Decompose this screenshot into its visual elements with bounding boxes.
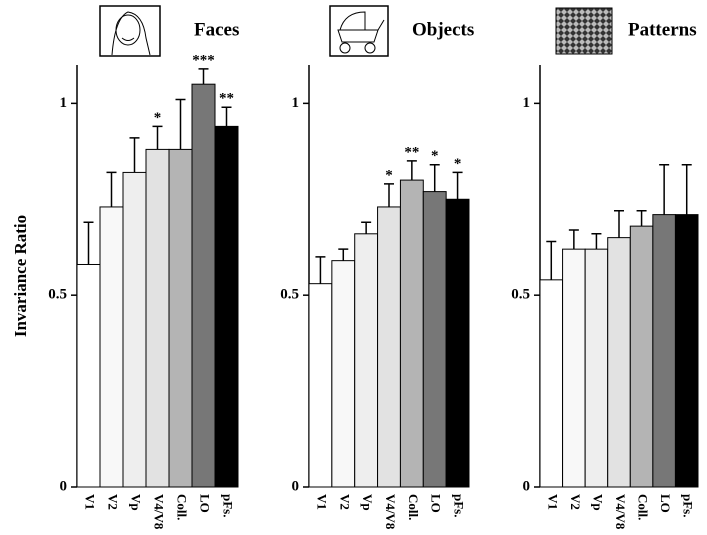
x-tick-label: Coll. <box>406 494 421 520</box>
y-tick-label: 0.5 <box>48 287 67 303</box>
bar <box>192 84 215 487</box>
bar <box>400 180 423 487</box>
y-tick-label: 1 <box>523 95 531 111</box>
error-bar <box>407 161 417 180</box>
error-bar <box>569 230 579 249</box>
panel-title: Patterns <box>628 19 697 40</box>
y-tick-label: 1 <box>292 95 300 111</box>
bar <box>653 215 676 487</box>
error-bar <box>84 222 94 264</box>
y-tick-label: 0 <box>292 478 300 494</box>
bar <box>355 234 378 487</box>
x-tick-label: LO <box>429 494 444 513</box>
objects-icon <box>330 6 388 56</box>
x-tick-label: LO <box>658 494 673 513</box>
bar <box>540 280 563 487</box>
error-bar <box>361 222 371 234</box>
x-tick-label: Coll. <box>175 494 190 520</box>
bar <box>585 249 608 487</box>
bar <box>332 261 355 487</box>
y-tick-label: 0 <box>60 478 68 494</box>
error-bar <box>453 172 463 199</box>
error-bar <box>199 69 209 84</box>
error-bar <box>107 172 117 207</box>
x-tick-label: Coll. <box>636 494 651 520</box>
error-bar <box>659 165 669 215</box>
panel-title: Faces <box>194 19 239 40</box>
error-bar <box>591 234 601 249</box>
bar <box>100 207 123 487</box>
significance-stars: * <box>385 167 393 183</box>
significance-stars: *** <box>192 52 215 68</box>
error-bar <box>637 211 647 226</box>
bar <box>309 284 332 487</box>
bar <box>446 199 469 487</box>
bar <box>630 226 653 487</box>
x-tick-label: V1 <box>545 494 560 510</box>
error-bar <box>176 100 186 150</box>
y-tick-label: 0.5 <box>280 287 299 303</box>
bar <box>77 264 100 487</box>
panel-title: Objects <box>412 19 474 40</box>
bar <box>146 149 169 487</box>
error-bar <box>430 165 440 192</box>
bar <box>215 126 238 487</box>
bar <box>169 149 192 487</box>
chart: Faces Invariance Ratio 0 0.5 1 V1 V2 Vp * V4/V8 Co… <box>0 0 707 535</box>
x-tick-label: V2 <box>106 494 121 510</box>
bar <box>378 207 401 487</box>
x-tick-label: Vp <box>129 494 144 511</box>
x-tick-label: pFs. <box>221 494 236 517</box>
error-bar <box>338 249 348 261</box>
x-tick-label: V4/V8 <box>383 494 398 530</box>
error-bar <box>614 211 624 238</box>
bar <box>563 249 586 487</box>
bar <box>675 215 698 487</box>
error-bar <box>130 138 140 173</box>
error-bar <box>153 126 163 149</box>
faces-icon <box>100 6 160 56</box>
error-bar <box>315 257 325 284</box>
x-tick-label: Vp <box>360 494 375 511</box>
error-bar <box>682 165 692 215</box>
significance-stars: ** <box>404 144 419 160</box>
error-bar <box>546 241 556 279</box>
error-bar <box>222 107 232 126</box>
x-tick-label: Vp <box>590 494 605 511</box>
patterns-icon <box>556 8 612 54</box>
x-tick-label: V4/V8 <box>152 494 167 530</box>
x-tick-label: pFs. <box>681 494 696 517</box>
x-tick-label: LO <box>198 494 213 513</box>
significance-stars: ** <box>219 91 234 107</box>
significance-stars: * <box>454 156 462 172</box>
x-tick-label: V2 <box>568 494 583 510</box>
y-tick-label: 0.5 <box>511 287 530 303</box>
x-tick-label: V1 <box>314 494 329 510</box>
x-tick-label: pFs. <box>452 494 467 517</box>
y-tick-label: 1 <box>60 95 68 111</box>
x-tick-label: V4/V8 <box>613 494 628 530</box>
x-tick-label: V2 <box>337 494 352 510</box>
bar <box>123 172 146 487</box>
bar <box>423 192 446 487</box>
significance-stars: * <box>154 110 162 126</box>
y-axis-label: Invariance Ratio <box>11 215 30 337</box>
error-bar <box>384 184 394 207</box>
bar <box>608 238 631 487</box>
y-tick-label: 0 <box>523 478 531 494</box>
x-tick-label: V1 <box>83 494 98 510</box>
significance-stars: * <box>431 148 439 164</box>
